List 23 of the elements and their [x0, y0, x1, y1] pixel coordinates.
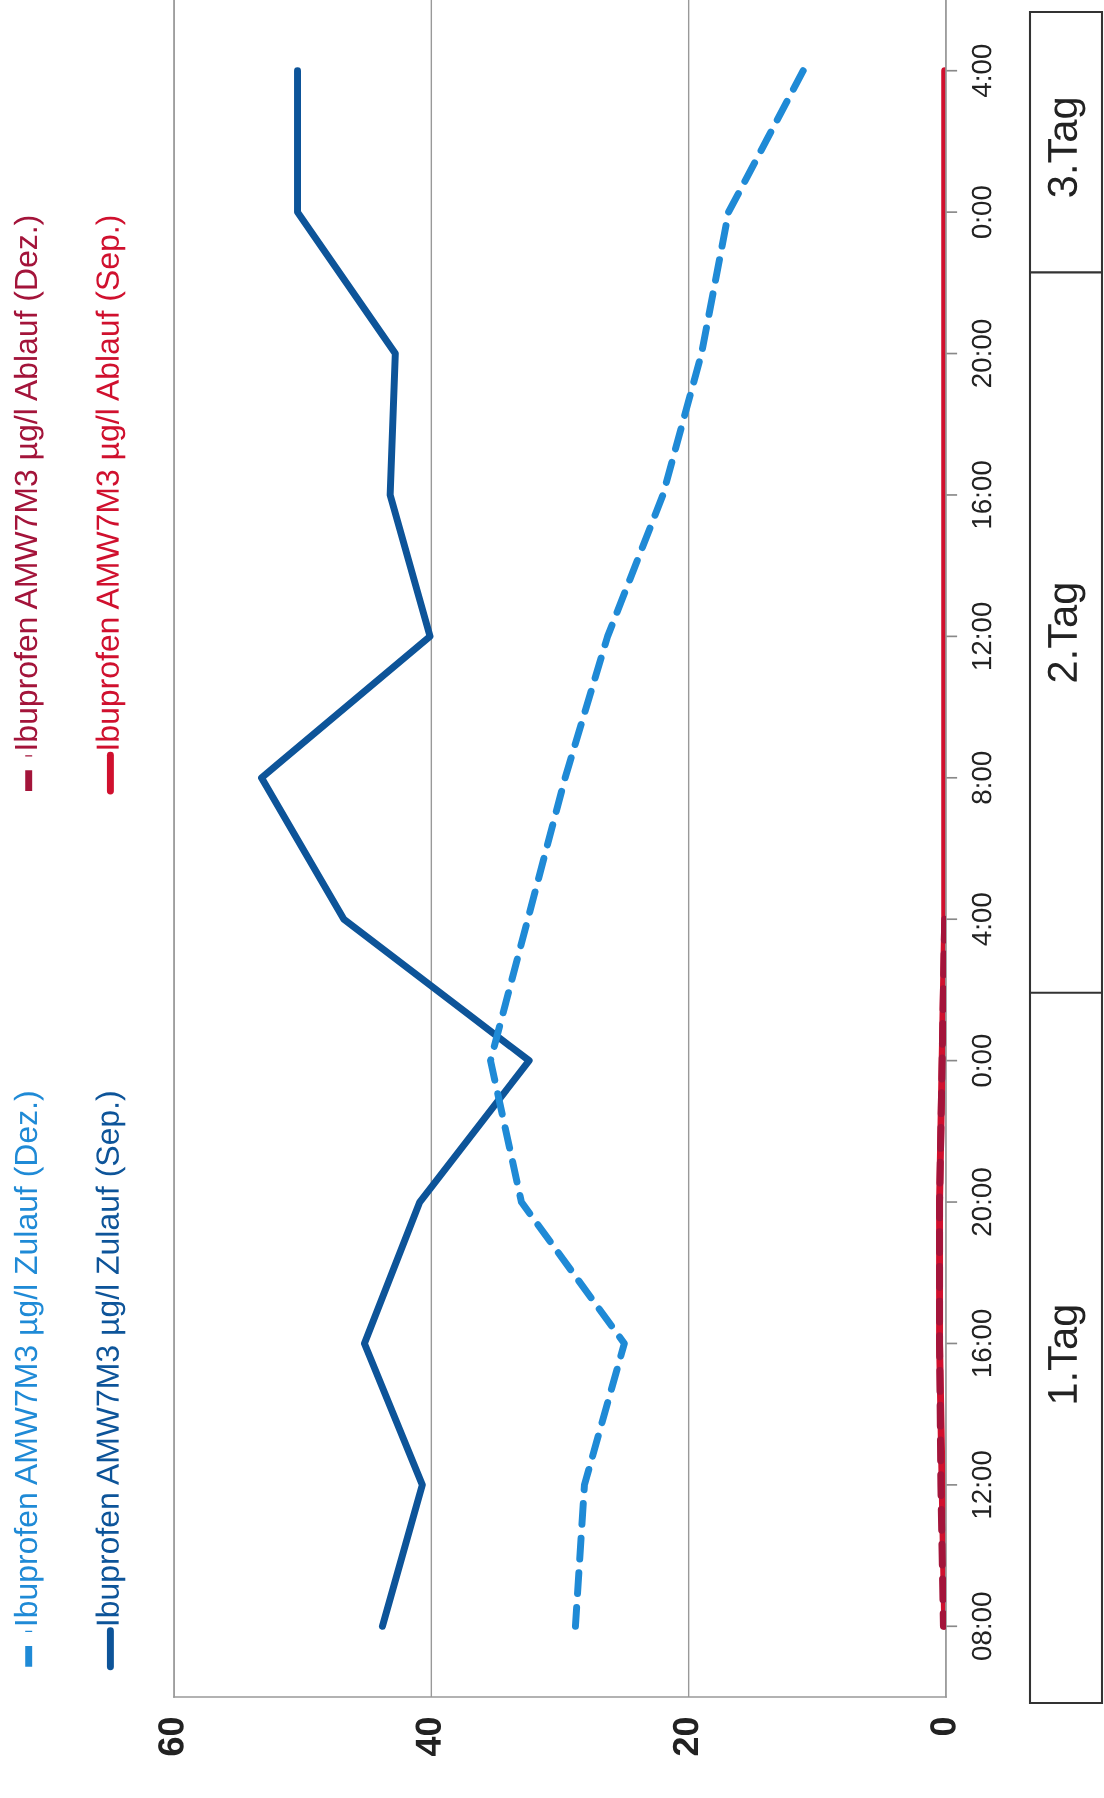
text: Ibuprofen AMW7M3 µg/l Ablauf (Dez.) [13, 216, 44, 749]
text: Ibuprofen AMW7M3 µg/l Ablauf (Sep.) [95, 216, 126, 749]
text: Ibuprofen AMW7M3 µg/l Zulauf (Sep.) [95, 1092, 126, 1625]
text: 1.Tag [1048, 1306, 1086, 1403]
y-tick-label: 8:00 [971, 751, 992, 804]
y-tick-label: 12:00 [971, 1451, 992, 1518]
text: Ibuprofen AMW7M3 µg/l Zulauf (Dez.) [13, 1092, 44, 1625]
y-tick-label: 4:00 [971, 44, 992, 98]
text: 3.Tag [1047, 99, 1086, 197]
y-tick-label: 12:00 [971, 602, 992, 670]
x-tick-label: 40 [415, 1717, 442, 1757]
x-tick-label: 0 [930, 1717, 956, 1736]
y-tick-label: 16:00 [971, 461, 992, 528]
y-tick-label: 08:00 [971, 1592, 992, 1660]
y-tick-label: 0:00 [971, 186, 992, 239]
y-tick-label: 20:00 [971, 319, 992, 387]
y-tick-label: 16:00 [971, 1309, 992, 1377]
y-tick-label: 4:00 [971, 893, 992, 946]
y-tick-label: 20:00 [971, 1168, 992, 1236]
x-tick-label: 60 [158, 1717, 184, 1756]
x-tick-label: 20 [672, 1717, 699, 1756]
y-tick-label: 0:00 [971, 1034, 992, 1087]
text: 2.Tag [1047, 584, 1086, 682]
